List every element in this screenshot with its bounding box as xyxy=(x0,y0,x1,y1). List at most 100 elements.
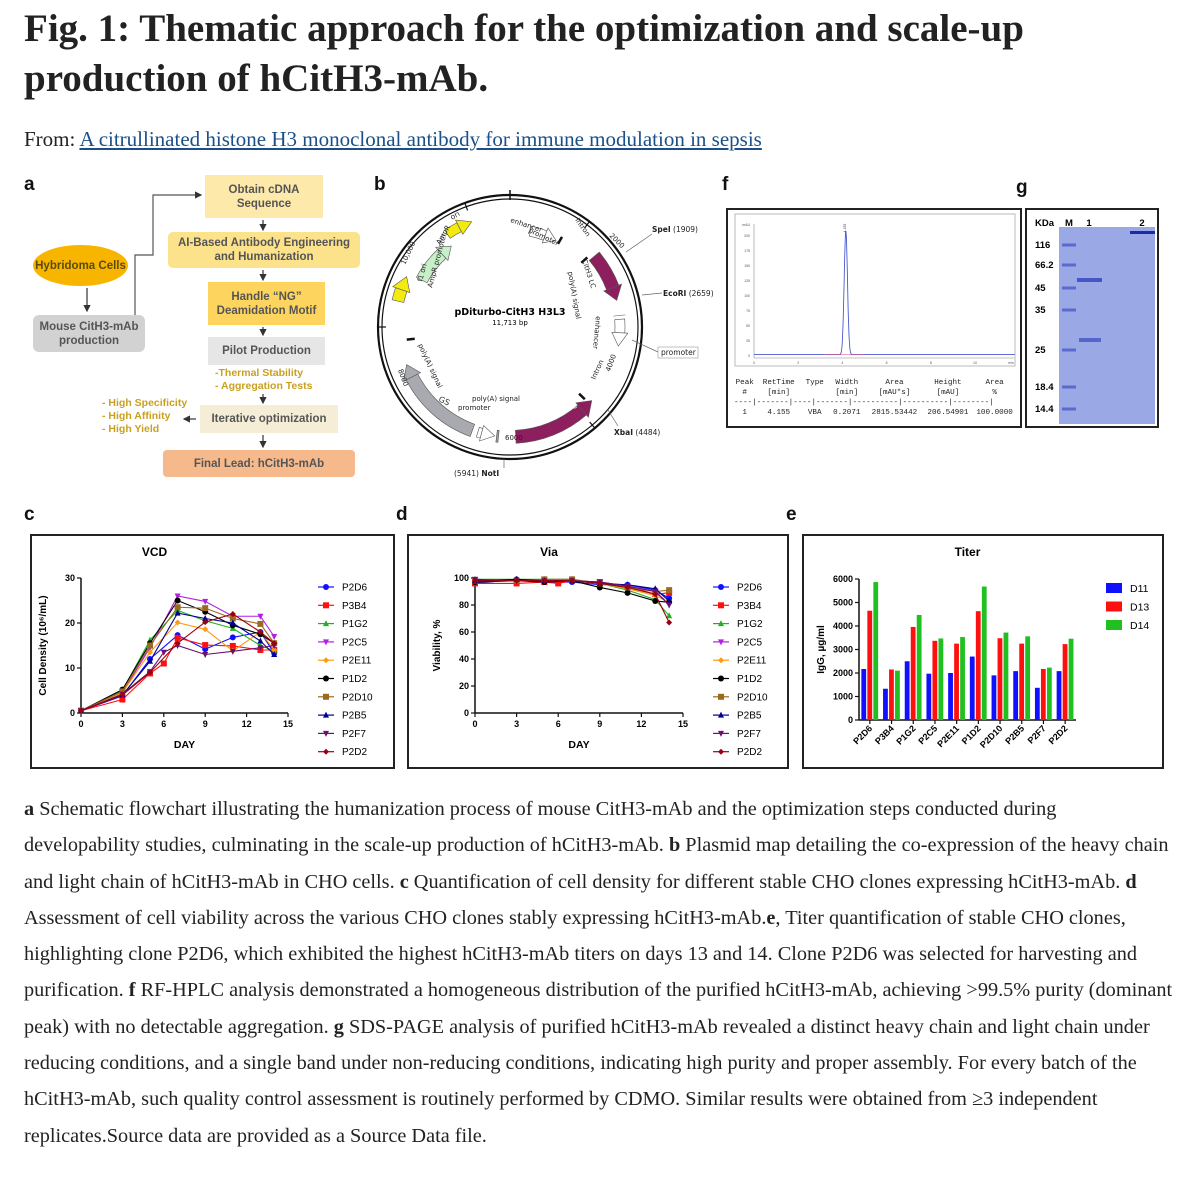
bar-P3B4-D13 xyxy=(889,669,894,720)
data-point-P1D2 xyxy=(624,589,631,596)
obtain-cdna-node: Obtain cDNA Sequence xyxy=(205,175,323,218)
legend-marker xyxy=(718,675,724,682)
svg-text:EcoRI (2659): EcoRI (2659) xyxy=(663,289,714,298)
legend-marker xyxy=(718,711,724,718)
from-label: From: xyxy=(24,127,76,151)
y-tick-label: 4000 xyxy=(833,621,853,631)
data-point-P3B4 xyxy=(555,580,562,587)
series-line-P2D2 xyxy=(80,613,275,712)
gs-promoter-arrow xyxy=(476,427,484,439)
cith3-hc-arrow xyxy=(515,404,587,444)
bar-P1D2-D14 xyxy=(981,586,987,720)
legend-label: P3B4 xyxy=(342,601,367,612)
site-spei: SpeI xyxy=(652,225,671,234)
legend-label: P2E11 xyxy=(342,656,372,667)
hplc-y-tick: 125 xyxy=(744,279,750,283)
legend-marker xyxy=(323,602,329,609)
data-point-P2D2 xyxy=(229,611,236,617)
hplc-chromatogram: 0 25 50 75 100 125 150 175 200 mAU 0 2 4 6 8 10 min 4.155 xyxy=(734,213,1016,367)
data-point-P2C5 xyxy=(257,613,264,620)
hplc-table-cell: VBA xyxy=(807,409,822,417)
caption-text: SDS-PAGE analysis of purified hCitH3-mAb… xyxy=(24,1015,1150,1147)
legend-marker xyxy=(718,620,724,627)
legend-label: P2C5 xyxy=(737,637,762,648)
source-article-link[interactable]: A citrullinated histone H3 monoclonal an… xyxy=(79,127,762,151)
legend-label: P2F7 xyxy=(342,729,366,740)
y-tick-label: 20 xyxy=(459,681,469,691)
data-point-P2D10 xyxy=(174,604,181,611)
data-point-P2D10 xyxy=(202,605,209,612)
marker-band xyxy=(1062,286,1076,290)
intron-marker xyxy=(580,256,589,264)
gs-promoter-arrow-head xyxy=(479,424,496,442)
pilot-production-node: Pilot Production xyxy=(208,337,325,365)
hplc-table-header: Height xyxy=(934,379,962,387)
final-lead-node: Final Lead: hCitH3-mAb xyxy=(163,450,355,477)
caption-text: Quantification of cell density for diffe… xyxy=(408,870,1126,893)
data-point-P3B4 xyxy=(119,696,126,703)
legend-marker xyxy=(718,748,724,755)
hplc-peak-table: Peak RetTime Type Width Area Height Area # [min]… xyxy=(734,378,1016,418)
intron-marker xyxy=(556,236,564,245)
data-point-P1D2 xyxy=(174,597,181,604)
y-tick-label: 2000 xyxy=(833,668,853,678)
category-label: P2B5 xyxy=(1003,723,1026,746)
legend-label: D13 xyxy=(1130,602,1149,614)
chart-title: Titer xyxy=(955,545,981,559)
legend-label: P2C5 xyxy=(342,637,367,648)
marker-band xyxy=(1062,263,1076,267)
ampr-arrow-head xyxy=(435,245,452,262)
data-point-P2D10 xyxy=(229,615,236,622)
lane-2-label: 2 xyxy=(1139,218,1144,229)
panel-label-e: e xyxy=(786,504,797,525)
bar-P2D2-D13 xyxy=(1062,644,1068,720)
data-point-P2F7 xyxy=(666,602,673,609)
legend-label: P2B5 xyxy=(342,711,367,722)
viability-chart: 0 20 40 60 80 100 Via Viability, % DAY 0 3 6 9 12 15 P2… xyxy=(432,545,768,758)
plasmid-size: 11,713 bp xyxy=(492,319,528,327)
legend-marker xyxy=(323,693,329,700)
hplc-table-cell: 2815.53442 xyxy=(871,409,918,417)
marker-size-label: 35 xyxy=(1035,305,1046,316)
optimization-goals: - High Specificity - High Affinity - Hig… xyxy=(102,397,187,436)
data-point-P3B4 xyxy=(174,634,181,641)
hplc-table-header: RetTime xyxy=(762,379,795,387)
marker-size-label: 45 xyxy=(1035,283,1046,294)
lane-1-label: 1 xyxy=(1086,218,1092,229)
hplc-x-tick: 6 xyxy=(886,361,888,365)
site-ecori-pos: (2659) xyxy=(689,289,714,298)
x-tick-label: 12 xyxy=(242,719,252,729)
chromatogram-frame xyxy=(734,213,1016,367)
marker-size-label: 18.4 xyxy=(1035,382,1054,393)
y-tick-label: 0 xyxy=(848,715,853,725)
intron-marker xyxy=(578,392,586,401)
caption-panel-letter: c xyxy=(399,870,409,893)
sds-page-panel: KDa M 1 2 116 66.2 45 35 25 18.4 14.4 xyxy=(1025,208,1159,428)
label-intron-2: Intron xyxy=(590,359,606,381)
bar-P2F7-D11 xyxy=(1034,687,1040,720)
legend-label: P2B5 xyxy=(737,711,762,722)
legend-label: P1D2 xyxy=(737,674,762,685)
x-tick-label: 3 xyxy=(120,719,125,729)
pilot-tests-notes: -Thermal Stability - Aggregation Tests xyxy=(215,367,312,393)
bar-P2D2-D11 xyxy=(1056,671,1062,720)
legend-label: P2F7 xyxy=(737,729,761,740)
bar-P2C5-D11 xyxy=(926,673,932,720)
site-noti: NotI xyxy=(481,469,499,478)
data-point-P2C5 xyxy=(202,598,209,605)
caption-panel-letter: f xyxy=(128,979,136,1002)
hplc-table-cell: 4.155 xyxy=(767,409,791,417)
note-aggregation-tests: - Aggregation Tests xyxy=(215,380,313,392)
category-label: P2D10 xyxy=(978,723,1005,750)
x-tick-label: 0 xyxy=(472,719,477,729)
data-point-P2D2 xyxy=(472,577,478,584)
hplc-y-tick: 200 xyxy=(744,234,750,238)
data-point-P2F7 xyxy=(202,652,209,658)
peak-label: 4.155 xyxy=(843,224,847,233)
hplc-x-tick: 10 xyxy=(973,361,977,365)
legend-swatch xyxy=(1106,583,1122,593)
hplc-y-tick: 0 xyxy=(748,354,750,358)
label-polya-2: poly(A) signal xyxy=(472,395,520,403)
legend-marker xyxy=(718,657,724,664)
tick-4000: 4000 xyxy=(604,353,618,372)
